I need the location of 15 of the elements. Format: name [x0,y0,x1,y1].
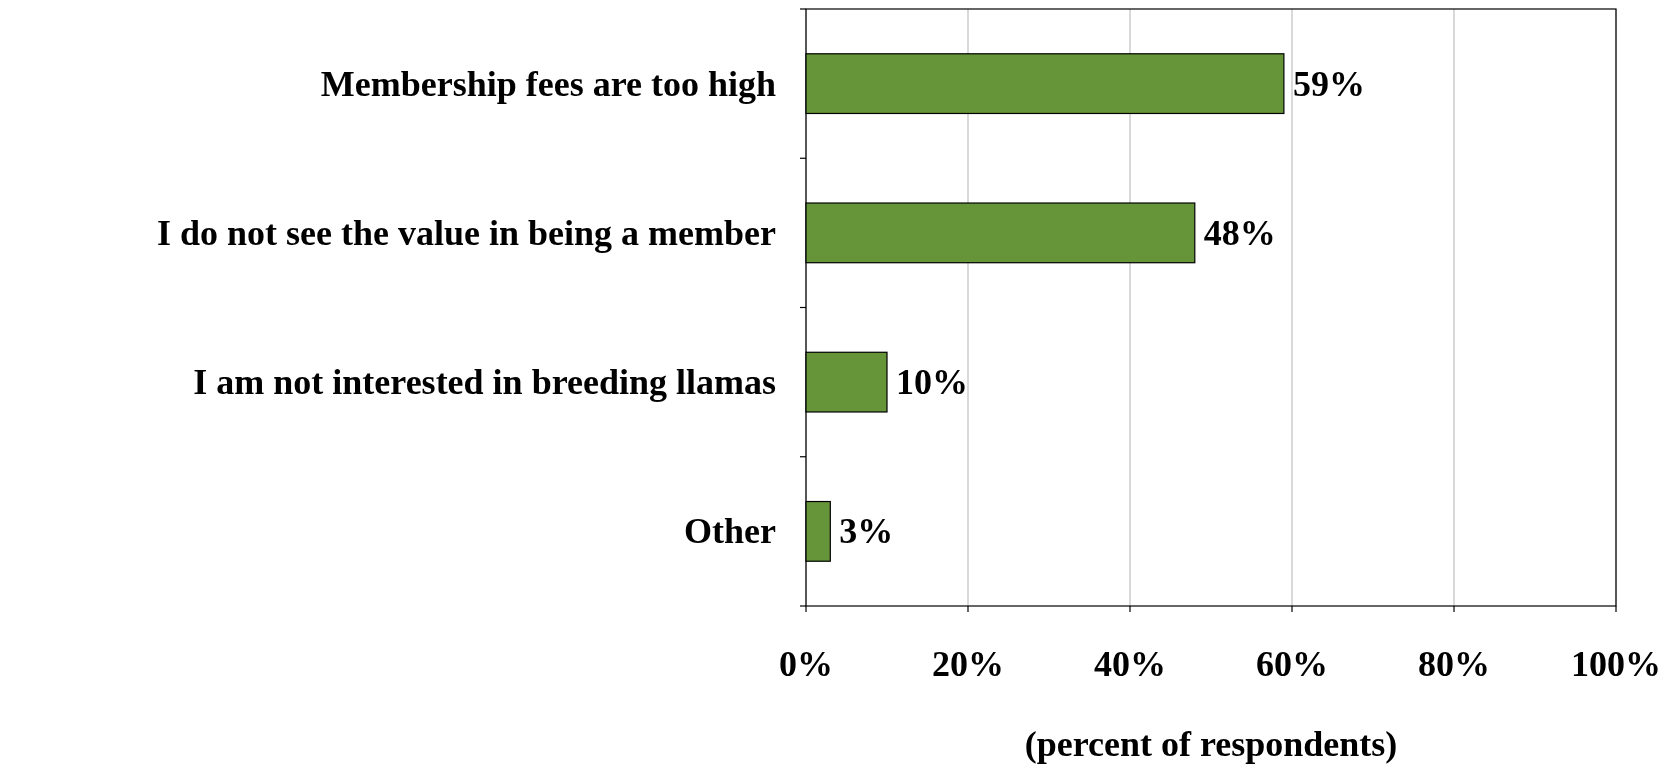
x-axis-title: (percent of respondents) [1024,724,1398,764]
data-label: 3% [839,511,894,552]
x-tick-label: 80% [1418,644,1490,684]
x-tick-label: 40% [1094,644,1166,684]
x-tick-label: 0% [779,644,833,684]
y-tick-label: I am not interested in breeding llamas [193,362,776,403]
x-tick-label: 20% [932,644,1004,684]
data-label: 59% [1292,63,1365,104]
x-tick-label: 60% [1256,644,1328,684]
data-label: 10% [896,362,968,403]
y-tick-label: Other [684,511,777,552]
x-tick-label: 100% [1571,644,1661,684]
data-label: 48% [1203,212,1276,253]
y-tick-label: I do not see the value in being a member [157,212,777,253]
y-tick-label: Membership fees are too high [320,63,776,104]
